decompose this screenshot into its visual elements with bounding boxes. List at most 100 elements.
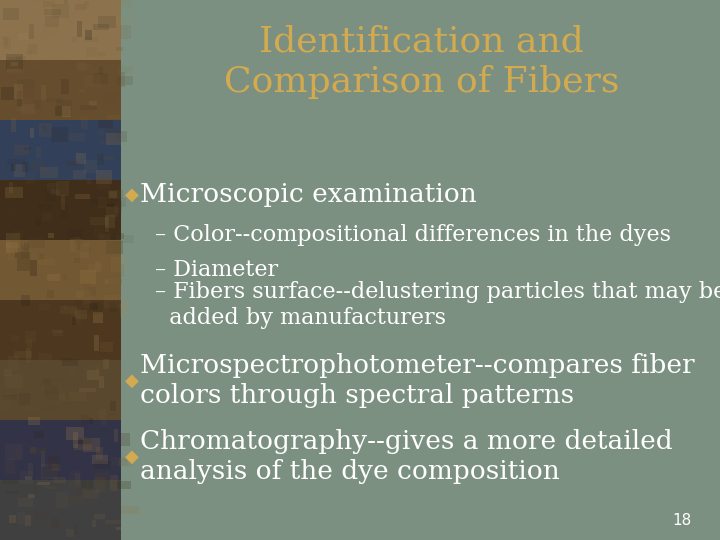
Bar: [0, 360, 121, 420]
Bar: [106, 206, 118, 218]
Bar: [35, 218, 39, 221]
Bar: [51, 189, 60, 195]
Text: – Diameter: – Diameter: [155, 259, 278, 281]
Bar: [28, 237, 45, 248]
Text: ◆: ◆: [125, 447, 139, 465]
Bar: [14, 84, 23, 99]
Bar: [61, 79, 69, 94]
Bar: [27, 0, 45, 2]
Bar: [63, 359, 78, 366]
Bar: [76, 237, 81, 251]
Bar: [99, 409, 106, 419]
Bar: [114, 429, 118, 442]
Bar: [47, 386, 63, 394]
Bar: [19, 393, 30, 405]
Bar: [108, 413, 114, 416]
Bar: [56, 492, 68, 508]
Bar: [17, 106, 24, 111]
Bar: [96, 154, 104, 165]
Bar: [94, 73, 108, 84]
Bar: [0, 120, 121, 180]
Bar: [84, 363, 102, 380]
Bar: [25, 476, 32, 480]
Text: ◆: ◆: [125, 185, 139, 204]
Bar: [53, 477, 66, 483]
Bar: [47, 290, 54, 298]
Bar: [9, 241, 19, 256]
Bar: [40, 253, 45, 260]
Bar: [11, 62, 19, 66]
Bar: [90, 302, 99, 310]
Bar: [97, 131, 104, 136]
Bar: [37, 353, 52, 365]
Bar: [112, 233, 125, 239]
Bar: [20, 386, 27, 389]
Bar: [19, 105, 33, 111]
Bar: [84, 289, 91, 303]
Bar: [48, 274, 60, 281]
Bar: [26, 348, 31, 363]
Bar: [87, 370, 99, 380]
Text: – Fibers surface--delustering particles that may be
  added by manufacturers: – Fibers surface--delustering particles …: [155, 281, 720, 329]
Bar: [98, 120, 113, 129]
Bar: [34, 431, 44, 438]
Bar: [6, 233, 20, 248]
Bar: [38, 259, 55, 265]
Bar: [70, 239, 83, 252]
Bar: [98, 52, 106, 56]
Bar: [40, 123, 53, 137]
Bar: [112, 198, 127, 207]
Bar: [33, 482, 38, 497]
Bar: [6, 57, 22, 73]
Bar: [19, 89, 35, 98]
Bar: [111, 457, 128, 466]
Bar: [76, 22, 81, 37]
Bar: [27, 417, 40, 426]
Bar: [79, 388, 96, 393]
Bar: [116, 48, 122, 51]
Bar: [25, 50, 32, 55]
Bar: [2, 36, 7, 46]
Bar: [120, 458, 133, 467]
Bar: [73, 523, 78, 535]
Bar: [104, 156, 114, 160]
Bar: [83, 438, 99, 452]
Bar: [37, 478, 50, 487]
Bar: [37, 147, 41, 158]
Bar: [75, 328, 85, 341]
Bar: [42, 213, 52, 221]
Bar: [94, 224, 104, 239]
Bar: [30, 447, 36, 453]
Bar: [12, 164, 16, 171]
Bar: [53, 330, 63, 336]
Bar: [66, 529, 74, 537]
Bar: [60, 356, 72, 362]
Bar: [76, 310, 87, 319]
Bar: [75, 153, 81, 158]
Bar: [66, 160, 79, 166]
Bar: [45, 390, 59, 400]
Bar: [99, 376, 104, 388]
Bar: [53, 463, 60, 471]
Bar: [18, 355, 32, 364]
Bar: [78, 89, 86, 92]
Bar: [42, 0, 55, 13]
Bar: [51, 127, 68, 143]
Bar: [86, 179, 91, 184]
Bar: [118, 0, 132, 8]
Bar: [100, 141, 114, 144]
Bar: [6, 374, 23, 388]
Bar: [27, 494, 35, 498]
Bar: [37, 482, 50, 485]
Bar: [83, 489, 99, 499]
Bar: [61, 195, 65, 210]
Bar: [100, 342, 113, 352]
Bar: [66, 427, 84, 440]
Bar: [69, 471, 81, 488]
Bar: [91, 519, 96, 526]
Bar: [99, 234, 110, 240]
Bar: [84, 160, 97, 173]
Bar: [21, 295, 30, 306]
Bar: [84, 240, 91, 247]
Bar: [116, 528, 122, 530]
